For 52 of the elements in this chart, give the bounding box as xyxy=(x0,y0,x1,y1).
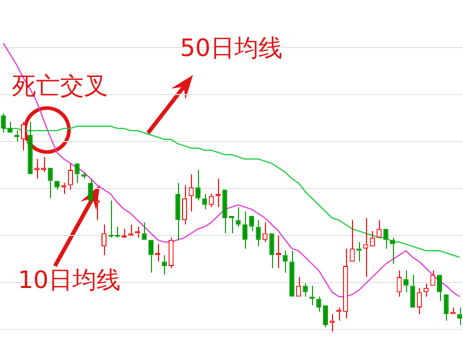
candlestick xyxy=(376,220,382,238)
candlestick xyxy=(101,224,107,256)
candlestick xyxy=(135,226,140,238)
candlestick xyxy=(28,121,33,174)
candlestick xyxy=(416,287,422,315)
candlestick xyxy=(336,307,342,322)
candlestick xyxy=(370,230,375,246)
candlestick xyxy=(222,190,228,234)
candlestick xyxy=(148,240,154,274)
candlestick xyxy=(289,250,294,297)
candlestick xyxy=(175,182,180,240)
candlestick xyxy=(242,210,248,250)
candlestick xyxy=(202,193,208,210)
candlestick xyxy=(343,248,348,319)
candlestick xyxy=(356,242,362,262)
candlestick xyxy=(316,296,322,312)
candlestick xyxy=(68,162,73,190)
candlestick xyxy=(457,307,462,326)
candlestick xyxy=(444,294,449,322)
annotation: 10日均线 xyxy=(18,266,121,294)
candlestick xyxy=(430,270,436,286)
candlestick xyxy=(437,274,442,302)
candlestick xyxy=(168,237,174,269)
candlestick xyxy=(48,168,53,199)
candlestick xyxy=(162,254,167,276)
candlestick xyxy=(142,222,147,240)
candlestick xyxy=(236,206,241,228)
candlestick xyxy=(188,174,194,212)
candlestick xyxy=(310,285,315,306)
candlestick xyxy=(350,220,355,262)
candlestick xyxy=(396,270,402,298)
candlestick xyxy=(282,250,288,274)
candlestick xyxy=(88,178,94,204)
candlestick xyxy=(8,121,13,133)
candlestick xyxy=(296,276,302,297)
candlestick xyxy=(363,218,368,278)
candlestick xyxy=(20,121,26,151)
candlestick xyxy=(410,274,416,308)
candlestick xyxy=(249,216,254,232)
candlestick xyxy=(383,228,388,250)
candlestick xyxy=(269,233,274,269)
candlestick xyxy=(208,193,214,208)
candlestick xyxy=(424,283,429,298)
candlestick xyxy=(74,163,80,184)
candlestick xyxy=(195,169,200,202)
candlestick xyxy=(330,314,335,332)
candlestick xyxy=(0,112,6,134)
text: 50日均线 xyxy=(180,34,283,62)
candlestick xyxy=(182,184,188,226)
candlestick xyxy=(302,283,308,298)
candlestick xyxy=(256,220,261,247)
candlestick xyxy=(61,182,66,194)
